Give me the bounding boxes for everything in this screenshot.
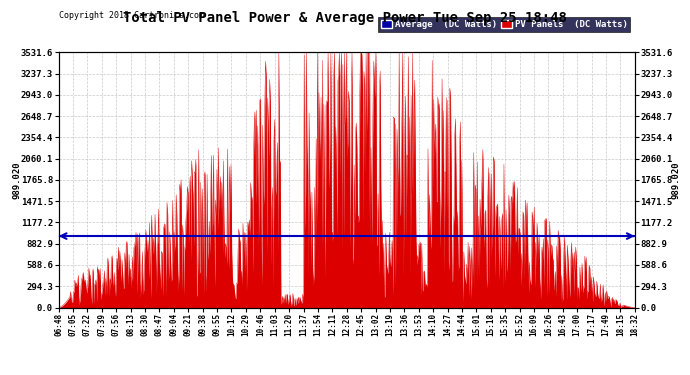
Text: Total PV Panel Power & Average Power Tue Sep 25 18:48: Total PV Panel Power & Average Power Tue… [123,11,567,25]
Text: 989.020: 989.020 [12,161,21,199]
Text: Copyright 2018 Cartronics.com: Copyright 2018 Cartronics.com [59,11,204,20]
Legend: Average  (DC Watts), PV Panels  (DC Watts): Average (DC Watts), PV Panels (DC Watts) [378,18,630,32]
Text: 989.020: 989.020 [672,161,681,199]
